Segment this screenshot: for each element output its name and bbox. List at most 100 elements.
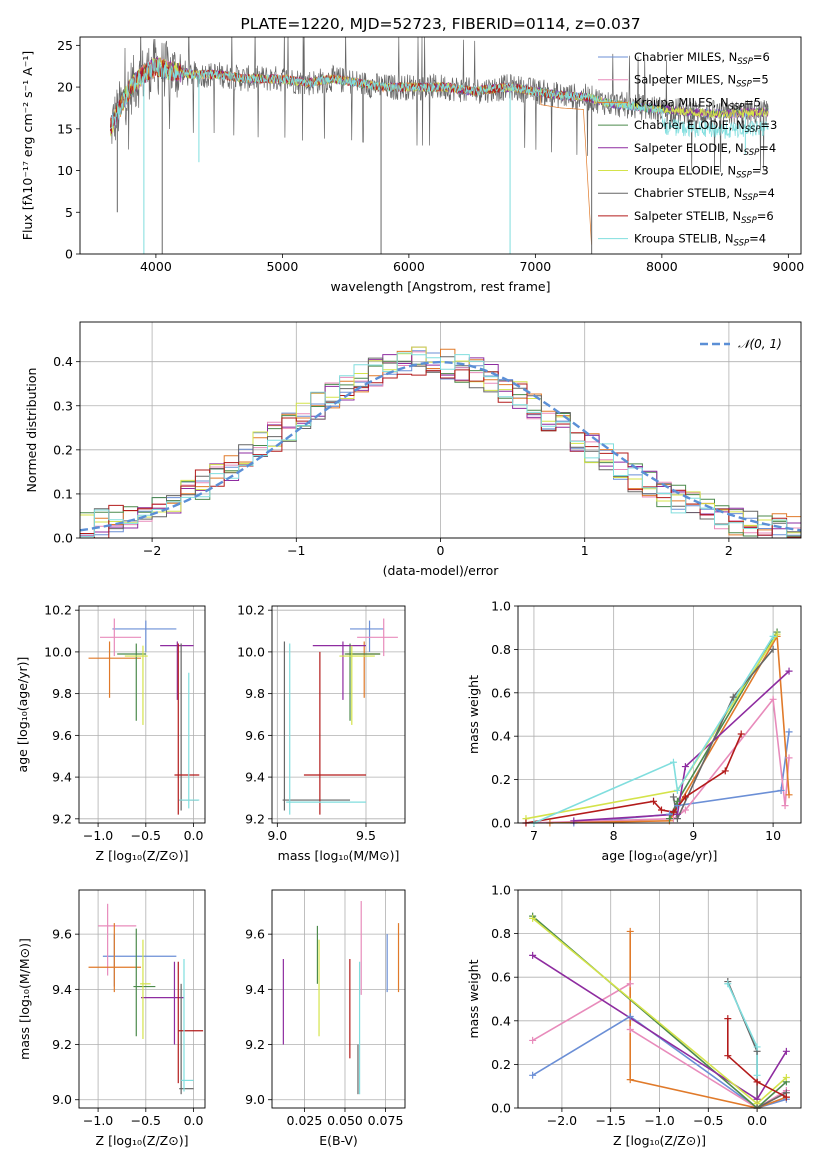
legend-label-sub: SSP <box>741 216 757 226</box>
normal-curve <box>80 360 801 532</box>
weight_vs_age-marker-salpeter_elodie <box>681 763 689 771</box>
legend-label-base: Salpeter MILES, N <box>634 73 736 87</box>
legend-label-base: Chabrier ELODIE, N <box>634 118 745 132</box>
weight_vs_Z-marker-kroupa_miles <box>626 927 634 935</box>
weight_vs_age-ytick-label: 0.4 <box>491 729 511 744</box>
weight_vs_Z-line-chabrier_miles <box>532 1015 787 1108</box>
legend-label-salpeter_elodie: Salpeter ELODIE, NSSP=4 <box>634 141 776 158</box>
mass_vs_Z-ytick-label: 9.4 <box>52 982 72 997</box>
mass_vs_Z-axes: −1.0 −0.5 0.0 9.0 9.2 9.4 9.6 Z [log₁₀(Z/Z⊙)] ma… <box>17 890 205 1148</box>
legend-label-sub: SSP <box>742 193 758 203</box>
residuals-axes: −2 −1 0 1 2 0.0 0.1 0.2 0.3 0.4 (data-model)/error… <box>24 322 801 578</box>
weight_vs_age-marker-kroupa_stelib <box>769 632 777 640</box>
legend-label-salpeter_miles: Salpeter MILES, NSSP=5 <box>634 73 769 90</box>
age_vs_mass-ytick-label: 10.2 <box>237 603 265 618</box>
weight_vs_age-marker-salpeter_miles <box>681 806 689 814</box>
age_vs_Z-xtick-label: 0.0 <box>184 828 204 843</box>
spectrum-ytick-label: 20 <box>57 80 73 95</box>
legend-label-tail: =4 <box>758 186 775 200</box>
residuals-ytick-label: 0.3 <box>53 398 73 413</box>
legend-label-tail: =6 <box>757 209 774 223</box>
weight_vs_age-marker-salpeter_elodie <box>785 667 793 675</box>
weight_vs_Z-marker-salpeter_miles <box>626 1026 634 1034</box>
mass_vs_Z-xtick-label: 0.0 <box>184 1113 204 1128</box>
age_vs_Z-ylabel: age [log₁₀(age/yr)] <box>15 657 30 773</box>
weight_vs_Z-xtick-label: −2.0 <box>547 1113 577 1128</box>
age_vs_mass-frame <box>271 605 406 824</box>
legend-label-tail: =4 <box>749 232 766 246</box>
weight_vs_age-marker-salpeter_miles <box>785 754 793 762</box>
legend-label-sub: SSP <box>736 171 752 181</box>
weight_vs_age-marker-chabrier_stelib <box>673 815 681 823</box>
mass_vs_ebv-plot-area <box>282 901 400 1095</box>
age_vs_mass-ytick-label: 9.6 <box>245 728 265 743</box>
mass_vs_Z-xtick-label: −0.5 <box>131 1113 161 1128</box>
mass_vs_Z-ytick-label: 9.6 <box>52 927 72 942</box>
spectrum-title: PLATE=1220, MJD=52723, FIBERID=0114, z=0… <box>240 15 640 33</box>
legend-label-base: Salpeter STELIB, N <box>634 209 741 223</box>
age_vs_Z-xtick-label: −0.5 <box>131 828 161 843</box>
residuals-legend: 𝒩(0, 1) <box>700 337 782 351</box>
weight_vs_age-ytick-label: 0.6 <box>491 685 511 700</box>
weight_vs_Z-marker-salpeter_stelib <box>782 1093 790 1101</box>
weight_vs_Z-xtick-label: 0.0 <box>747 1113 767 1128</box>
mass_vs_ebv-xtick-label: 0.050 <box>327 1113 363 1128</box>
age_vs_Z-ytick-label: 9.6 <box>52 728 72 743</box>
legend-label-base: Kroupa ELODIE, N <box>634 164 736 178</box>
spectrum-line-kroupa_stelib <box>110 58 769 139</box>
residuals-ylabel: Normed distribution <box>24 368 39 493</box>
weight_vs_age-frame <box>517 605 802 824</box>
weight_vs_age-marker-salpeter_miles <box>781 802 789 810</box>
legend-label-sub: SSP <box>744 148 760 158</box>
weight_vs_Z-ytick-label: 0.8 <box>491 926 511 941</box>
spectrum-ytick-label: 25 <box>57 38 73 53</box>
mass_vs_ebv-ytick-label: 9.2 <box>245 1037 265 1052</box>
residuals-xtick-label: −1 <box>287 543 305 558</box>
weight_vs_Z-marker-salpeter_elodie <box>529 951 537 959</box>
weight_vs_age-marker-chabrier_stelib <box>669 793 677 801</box>
weight_vs_Z-ylabel: mass weight <box>466 959 481 1038</box>
age_vs_Z-axes: −1.0 −0.5 0.0 9.2 9.4 9.6 9.8 10.0 10.2 Z [log₁₀(… <box>15 603 205 863</box>
weight_vs_Z-xtick-label: −1.0 <box>644 1113 674 1128</box>
weight_vs_Z-marker-salpeter_miles <box>626 980 634 988</box>
legend-label-base: Kroupa STELIB, N <box>634 232 734 246</box>
weight_vs_age-line-chabrier_stelib <box>672 648 774 822</box>
mass_vs_ebv-frame <box>271 889 406 1109</box>
age_vs_mass-xtick-label: 9.5 <box>356 828 376 843</box>
residuals-plot-area <box>80 346 801 538</box>
mass_vs_ebv-xlabel: E(B-V) <box>319 1133 358 1148</box>
mass_vs_ebv-ytick-label: 9.0 <box>245 1092 265 1107</box>
weight_vs_Z-marker-kroupa_elodie <box>782 1073 790 1081</box>
weight_vs_age-axes: 7 8 9 10 0.0 0.2 0.4 0.6 0.8 1.0 age [log₁₀(age/yr… <box>466 599 801 863</box>
legend-label-kroupa_stelib: Kroupa STELIB, NSSP=4 <box>634 232 766 249</box>
mass_vs_ebv-ytick-label: 9.4 <box>245 982 265 997</box>
residuals-ytick-label: 0.0 <box>53 531 73 546</box>
spectrum-xtick-label: 5000 <box>266 259 298 274</box>
mass_vs_Z-xlabel: Z [log₁₀(Z/Z⊙)] <box>96 1133 189 1148</box>
spectrum-ytick-label: 10 <box>57 163 73 178</box>
legend-label-sub: SSP <box>734 239 750 249</box>
age_vs_mass-plot-area <box>282 618 398 815</box>
residuals-xtick-label: 1 <box>581 543 589 558</box>
age_vs_mass-ytick-label: 9.4 <box>245 770 265 785</box>
weight_vs_age-marker-salpeter_stelib <box>669 808 677 816</box>
residuals-frame <box>79 321 802 539</box>
legend-label-base: Chabrier STELIB, N <box>634 186 742 200</box>
legend-label-tail: =5 <box>744 95 761 109</box>
weight_vs_age-line-salpeter_miles <box>525 697 790 823</box>
weight_vs_age-line-salpeter_elodie <box>573 670 790 822</box>
residuals-xtick-label: −2 <box>143 543 161 558</box>
legend-label-tail: =4 <box>759 141 776 155</box>
weight_vs_age-marker-chabrier_stelib <box>729 693 737 701</box>
legend-label-chabrier_elodie: Chabrier ELODIE, NSSP=3 <box>634 118 777 135</box>
weight_vs_age-marker-salpeter_stelib <box>681 793 689 801</box>
weight_vs_Z-line-kroupa_miles <box>629 931 787 1108</box>
age_vs_Z-ytick-label: 9.8 <box>52 686 72 701</box>
weight_vs_age-xlabel: age [log₁₀(age/yr)] <box>602 848 718 863</box>
age_vs_mass-axes: 9.0 9.5 9.2 9.4 9.6 9.8 10.0 10.2 mass [log₁₀(M/… <box>237 603 405 863</box>
weight_vs_Z-marker-salpeter_stelib <box>724 1052 732 1060</box>
weight_vs_Z-ytick-label: 0.2 <box>491 1057 511 1072</box>
legend-label-sub: SSP <box>737 57 753 67</box>
residuals-xlabel: (data-model)/error <box>383 563 500 578</box>
weight_vs_age-ytick-label: 1.0 <box>491 599 511 614</box>
